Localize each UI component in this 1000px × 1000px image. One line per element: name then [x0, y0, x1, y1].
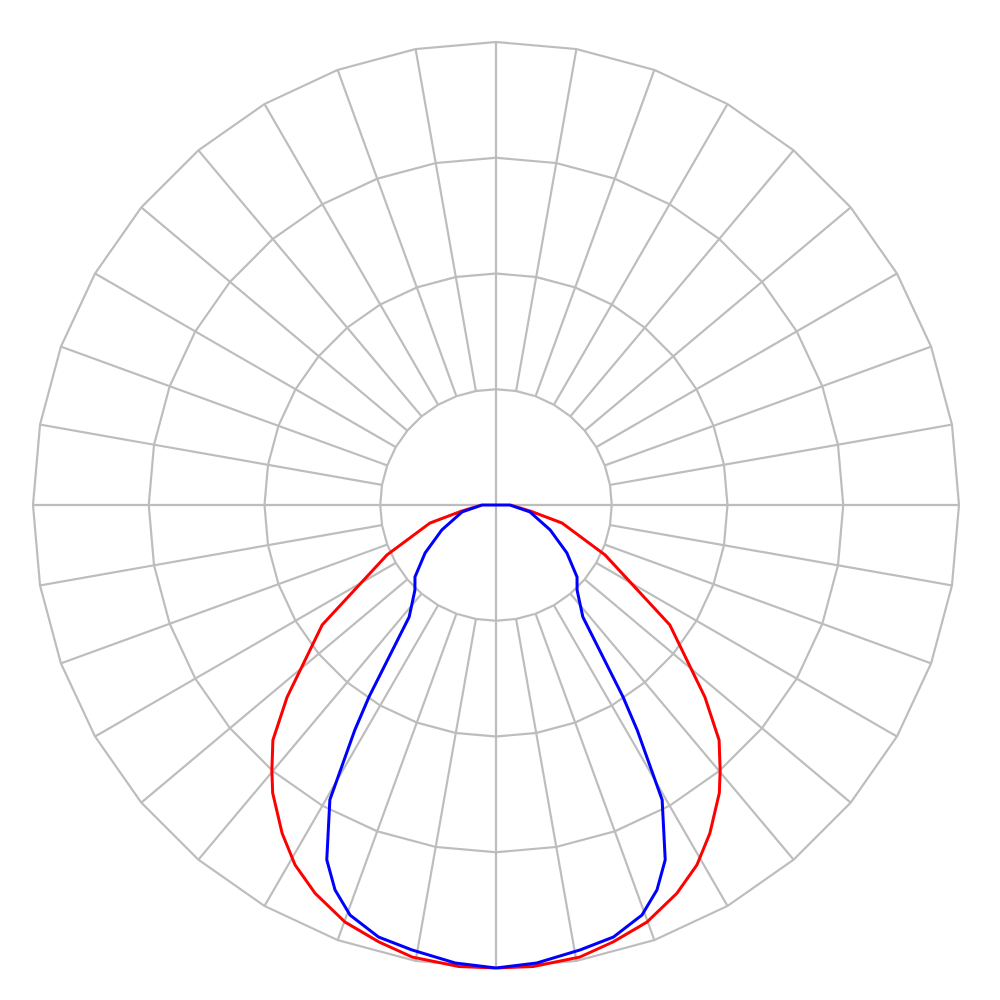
grid-spoke-240 [94, 272, 397, 449]
grid-spoke-30 [552, 604, 729, 907]
grid-spoke-350 [414, 618, 477, 962]
grid-spoke-130 [583, 206, 852, 432]
grid-spoke-340 [336, 613, 458, 941]
grid-spoke-150 [552, 103, 729, 406]
grid-spoke-330 [263, 604, 440, 907]
grid-spoke-230 [140, 206, 409, 432]
grid-spoke-20 [534, 613, 656, 941]
intensity-curve-2 [325, 503, 667, 970]
grid-spoke-190 [414, 48, 477, 392]
grid-spoke-260 [39, 423, 383, 486]
grid-spoke-280 [39, 524, 383, 587]
grid-spoke-160 [534, 69, 656, 397]
intensity-curves [270, 503, 722, 970]
grid-spoke-210 [263, 103, 440, 406]
grid-spoke-60 [595, 561, 898, 738]
polar-grid [31, 40, 961, 970]
grid-spoke-10 [515, 618, 578, 962]
grid-spoke-40 [569, 592, 795, 861]
grid-spoke-140 [569, 149, 795, 418]
grid-spoke-110 [604, 345, 932, 467]
grid-spoke-100 [609, 423, 953, 486]
grid-spoke-120 [595, 272, 898, 449]
grid-spoke-50 [583, 578, 852, 804]
grid-spoke-250 [60, 345, 388, 467]
grid-spoke-70 [604, 543, 932, 665]
grid-spoke-290 [60, 543, 388, 665]
grid-spoke-310 [140, 578, 409, 804]
grid-spoke-220 [197, 149, 423, 418]
grid-spoke-170 [515, 48, 578, 392]
grid-spoke-300 [94, 561, 397, 738]
grid-spoke-80 [609, 524, 953, 587]
grid-spoke-200 [336, 69, 458, 397]
grid-spoke-320 [197, 592, 423, 861]
